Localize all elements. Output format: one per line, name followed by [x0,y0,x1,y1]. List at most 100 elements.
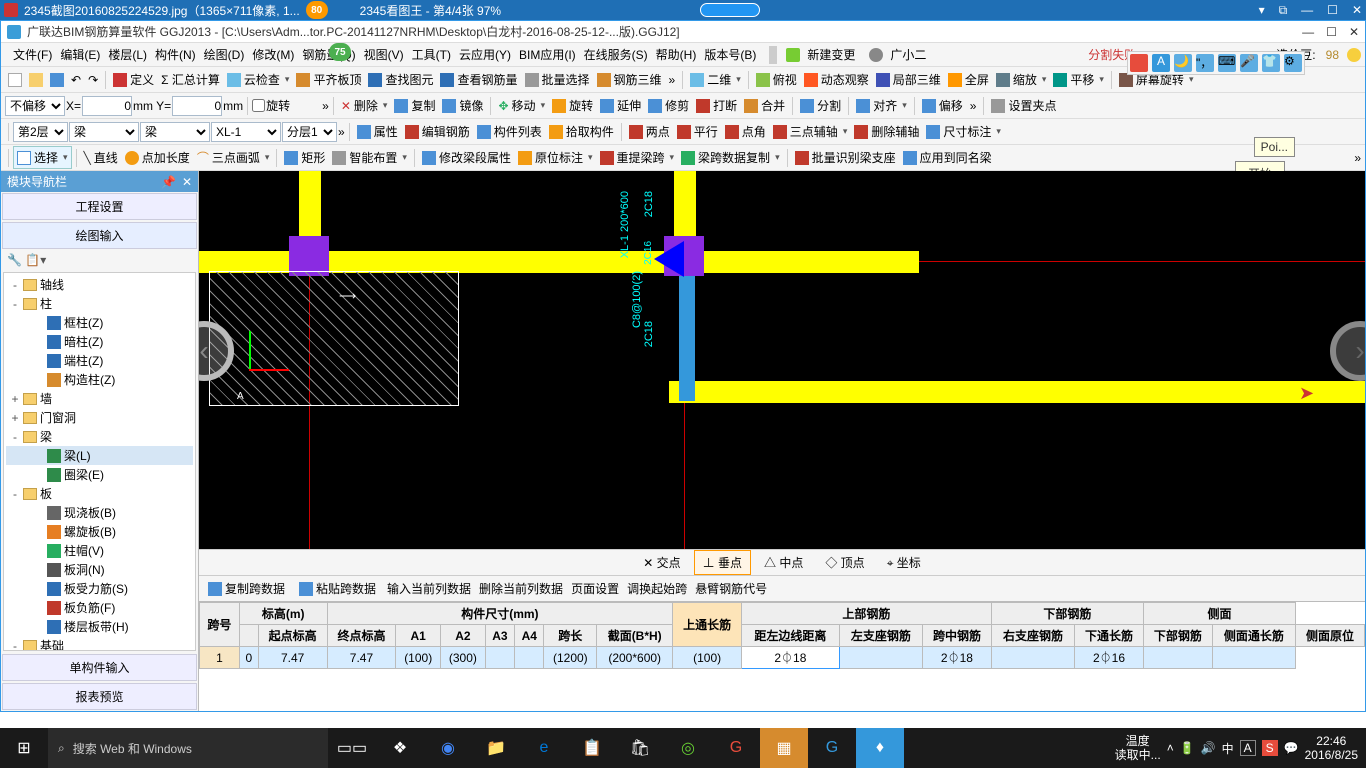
set-grip-button[interactable]: 设置夹点 [988,95,1059,116]
move-button[interactable]: ✥移动 [495,95,548,116]
ime-moon-icon[interactable]: 🌙 [1174,54,1192,72]
tree-item[interactable]: 梁(L) [6,446,193,465]
align-button[interactable]: 对齐 [853,95,910,116]
menu-item[interactable]: 工具(T) [408,46,455,64]
view-rebar-button[interactable]: 查看钢筋量 [437,69,520,90]
tree-item[interactable]: -基础 [6,636,193,651]
split-button[interactable]: 分割 [797,95,844,116]
tray-notification-icon[interactable]: 💬 [1284,741,1299,755]
taskbar-app-5[interactable]: 📋 [568,728,616,768]
trim-button[interactable]: 修剪 [645,95,692,116]
zoom-button[interactable]: 缩放 [993,69,1050,90]
parallel-button[interactable]: 平行 [674,121,721,142]
menu-item[interactable]: 编辑(E) [56,46,104,64]
pan-button[interactable]: 平移 [1050,69,1107,90]
snap-perpendicular[interactable]: ⊥ 垂点 [694,550,751,575]
ime-toolbar[interactable]: A 🌙 "， ⌨ 🎤 👕 ⚙ [1127,51,1305,75]
table-row[interactable]: 1 0 7.47 7.47 (100) (300) (1200) (200*60… [200,647,1365,669]
dimension-button[interactable]: 尺寸标注 [923,121,1004,142]
menu-item[interactable]: 楼层(L) [104,46,151,64]
menu-item[interactable]: BIM应用(I) [515,46,580,64]
tree-item[interactable]: 柱帽(V) [6,541,193,560]
line-button[interactable]: ╲直线 [81,147,121,168]
component-tree[interactable]: -轴线-柱框柱(Z)暗柱(Z)端柱(Z)构造柱(Z)+墙+门窗洞-梁梁(L)圈梁… [3,272,196,651]
new-icon[interactable] [5,71,25,89]
origin-mark-button[interactable]: 原位标注 [515,147,596,168]
view-mode-icons[interactable]: 🔧 📋▾ [1,250,198,270]
category-select[interactable]: 梁 [69,122,139,142]
delete-button[interactable]: ✕删除 [338,95,391,116]
menu-item[interactable]: 构件(N) [151,46,200,64]
property-button[interactable]: 属性 [354,121,401,142]
floor-select[interactable]: 第2层 [13,122,68,142]
subcategory-select[interactable]: 梁 [140,122,210,142]
2d-button[interactable]: 二维 [687,69,744,90]
taskbar-app-explorer[interactable]: 📁 [472,728,520,768]
tree-item[interactable]: -柱 [6,294,193,313]
tray-ime-ch-icon[interactable]: 中 [1222,740,1234,757]
app-minimize-icon[interactable]: — [1302,25,1314,39]
undo-icon[interactable]: ↶ [68,71,84,89]
y-input[interactable] [172,96,222,116]
panel-close-icon[interactable]: ✕ [182,175,192,189]
taskbar-app-8[interactable]: G [712,728,760,768]
copy-span-button[interactable]: 复制跨数据 [205,578,288,599]
delete-aux-button[interactable]: 删除辅轴 [851,121,922,142]
open-icon[interactable] [26,71,46,89]
menu-item[interactable]: 帮助(H) [652,46,701,64]
input-col-button[interactable]: 输入当前列数据 [387,580,471,597]
tray-s-icon[interactable]: S [1262,740,1278,756]
snap-intersection[interactable]: ✕ 交点 [634,550,689,575]
break-button[interactable]: 打断 [693,95,740,116]
ime-s-icon[interactable] [1130,54,1148,72]
component-select[interactable]: XL-1 [211,122,281,142]
apply-same-button[interactable]: 应用到同名梁 [900,147,995,168]
fullscreen-button[interactable]: 全屏 [945,69,992,90]
save-icon[interactable] [47,71,67,89]
tree-item[interactable]: 楼层板带(H) [6,617,193,636]
start-button[interactable]: ⊞ [0,728,48,768]
tray-volume-icon[interactable]: 🔊 [1201,741,1216,755]
tray-battery-icon[interactable]: 🔋 [1180,741,1195,755]
menu-item[interactable]: 视图(V) [360,46,408,64]
pick-component-button[interactable]: 拾取构件 [546,121,617,142]
rect-button[interactable]: 矩形 [281,147,328,168]
delete-col-button[interactable]: 删除当前列数据 [479,580,563,597]
flat-top-button[interactable]: 平齐板顶 [293,69,364,90]
adjust-span-button[interactable]: 调换起始跨 [627,580,687,597]
cantilever-code-button[interactable]: 悬臂钢筋代号 [695,580,767,597]
redo-icon[interactable]: ↷ [85,71,101,89]
taskbar-app-chrome[interactable]: ◉ [424,728,472,768]
component-list-button[interactable]: 构件列表 [474,121,545,142]
smart-layout-button[interactable]: 智能布置 [329,147,410,168]
tree-item[interactable]: +门窗洞 [6,408,193,427]
page-setup-button[interactable]: 页面设置 [571,580,619,597]
tray-chevron-icon[interactable]: ˄ [1167,741,1174,755]
rotate-button[interactable]: 旋转 [549,95,596,116]
find-element-button[interactable]: 查找图元 [365,69,436,90]
tree-item[interactable]: 端柱(Z) [6,351,193,370]
report-preview-button[interactable]: 报表预览 [2,683,197,710]
tree-item[interactable]: -梁 [6,427,193,446]
point-length-button[interactable]: 点加长度 [122,147,193,168]
menu-item[interactable]: 修改(M) [248,46,298,64]
snap-vertex[interactable]: ◇ 顶点 [816,550,873,575]
tree-item[interactable]: 板受力筋(S) [6,579,193,598]
viewer-minimize-icon[interactable]: ▾ [1259,3,1265,18]
extend-button[interactable]: 延伸 [597,95,644,116]
offset-mode-select[interactable]: 不偏移 [5,96,65,116]
tree-item[interactable]: 框柱(Z) [6,313,193,332]
app-close-icon[interactable]: ✕ [1349,25,1359,39]
data-grid[interactable]: 跨号 标高(m) 构件尺寸(mm) 上通长筋 上部钢筋 下部钢筋 侧面 起点标高… [199,601,1365,711]
merge-button[interactable]: 合并 [741,95,788,116]
menu-item[interactable]: 在线服务(S) [580,46,652,64]
point-angle-button[interactable]: 点角 [722,121,769,142]
taskbar-app-11[interactable]: ♦ [856,728,904,768]
tree-item[interactable]: 构造柱(Z) [6,370,193,389]
mirror-button[interactable]: 镜像 [439,95,486,116]
offset-button[interactable]: 偏移 [919,95,966,116]
project-settings-button[interactable]: 工程设置 [2,193,197,220]
taskbar-app-10[interactable]: G [808,728,856,768]
modify-segment-button[interactable]: 修改梁段属性 [419,147,514,168]
viewer-shrink-icon[interactable]: — [1301,3,1313,18]
